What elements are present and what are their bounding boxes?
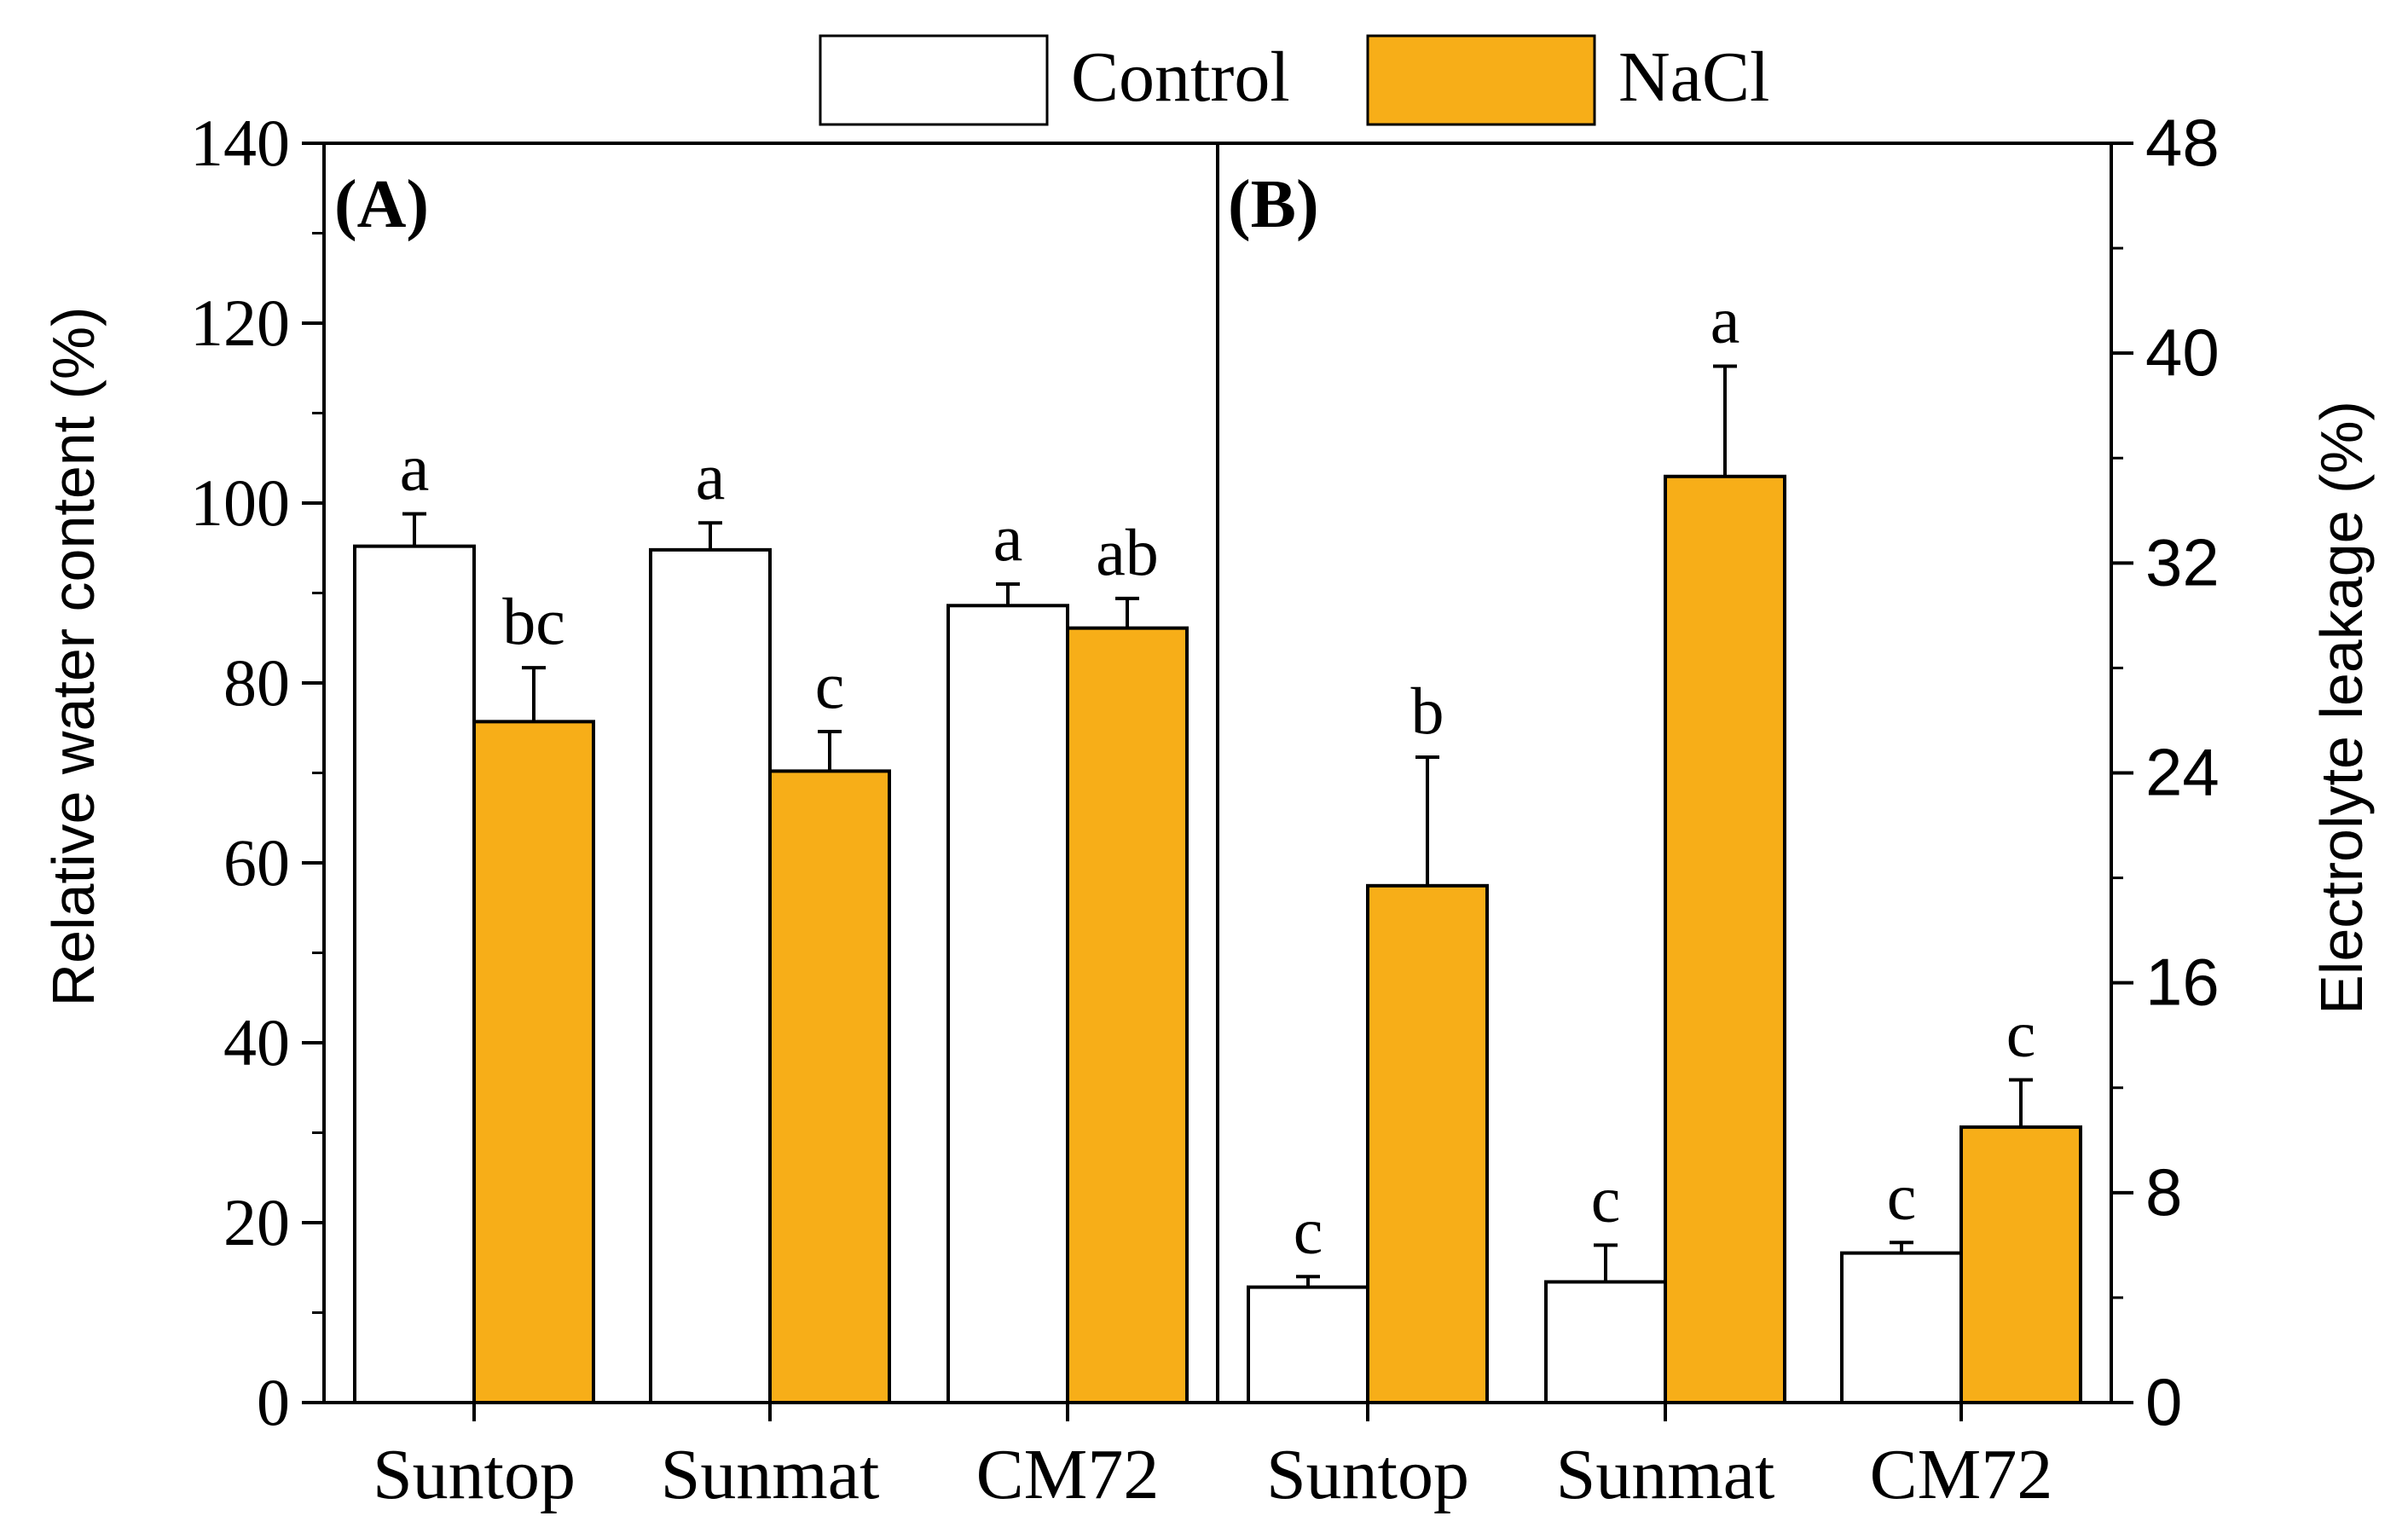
bar-nacl [1066, 626, 1189, 1404]
y-tick-label: 0 [257, 1365, 290, 1439]
significance-letter: a [993, 500, 1023, 575]
legend: Control NaCl [819, 34, 1769, 126]
y-tick-label: 8 [2145, 1154, 2182, 1229]
bar-control [353, 544, 476, 1404]
significance-letter: a [1710, 283, 1740, 357]
x-tick-label: Suntop [1266, 1435, 1469, 1514]
y-tick-label: 40 [223, 1005, 290, 1079]
y-tick-label: 32 [2145, 524, 2220, 599]
y-tick-label: 80 [223, 645, 290, 720]
y-tick-label: 60 [223, 825, 290, 900]
y-tick-label: 120 [190, 286, 290, 360]
y-tick-label: 140 [190, 106, 290, 180]
significance-letter: c [815, 648, 845, 722]
legend-label-control: Control [1071, 38, 1290, 117]
panel-b: 0 8 16 24 32 40 48 Suntop Sunmat CM72 c c c b a c (B) [1216, 105, 2220, 1514]
bar-nacl [1959, 1125, 2082, 1404]
bar-control [946, 604, 1069, 1404]
significance-letter: c [1294, 1193, 1323, 1267]
x-tick-label: Suntop [373, 1435, 576, 1514]
y-tick-label: 16 [2145, 945, 2220, 1020]
panel-label: (A) [334, 167, 429, 242]
legend-swatch-control [819, 34, 1049, 126]
significance-letter: a [696, 439, 726, 513]
panel-label: (B) [1228, 167, 1319, 242]
panel-a: 0 20 40 60 80 100 120 140 Suntop Sunmat CM72 a a a bc c… [190, 106, 1218, 1514]
y-tick-label: 40 [2145, 315, 2220, 390]
bar-control [1247, 1285, 1369, 1404]
x-tick-label: CM72 [976, 1435, 1160, 1514]
y-axis-label-left: Relative water content (%) [40, 307, 107, 1007]
bar-nacl [768, 769, 891, 1404]
y-tick-label: 100 [190, 466, 290, 540]
significance-letter: b [1411, 674, 1444, 748]
legend-swatch-nacl [1366, 34, 1596, 126]
y-tick-label: 0 [2145, 1364, 2182, 1439]
x-tick-label: Sunmat [661, 1435, 880, 1514]
y-tick-label: 20 [223, 1185, 290, 1259]
legend-label-nacl: NaCl [1618, 38, 1769, 117]
y-tick-label: 24 [2145, 735, 2220, 810]
y-tick-label: 48 [2145, 105, 2220, 180]
significance-letter: c [1591, 1161, 1621, 1235]
bar-nacl [1366, 883, 1489, 1404]
bar-control [1544, 1280, 1667, 1405]
bar-control [1840, 1251, 1963, 1404]
y-axis-label-right: Electrolyte leakage (%) [2308, 401, 2375, 1015]
significance-letter: c [2006, 997, 2036, 1071]
x-tick-label: Sunmat [1556, 1435, 1775, 1514]
x-tick-label: CM72 [1870, 1435, 2053, 1514]
significance-letter: bc [502, 584, 565, 658]
bar-nacl [1664, 474, 1786, 1405]
significance-letter: a [400, 431, 430, 505]
significance-letter: ab [1096, 515, 1159, 589]
bar-control [649, 547, 772, 1404]
significance-letter: c [1887, 1159, 1917, 1233]
bar-nacl [472, 720, 595, 1404]
